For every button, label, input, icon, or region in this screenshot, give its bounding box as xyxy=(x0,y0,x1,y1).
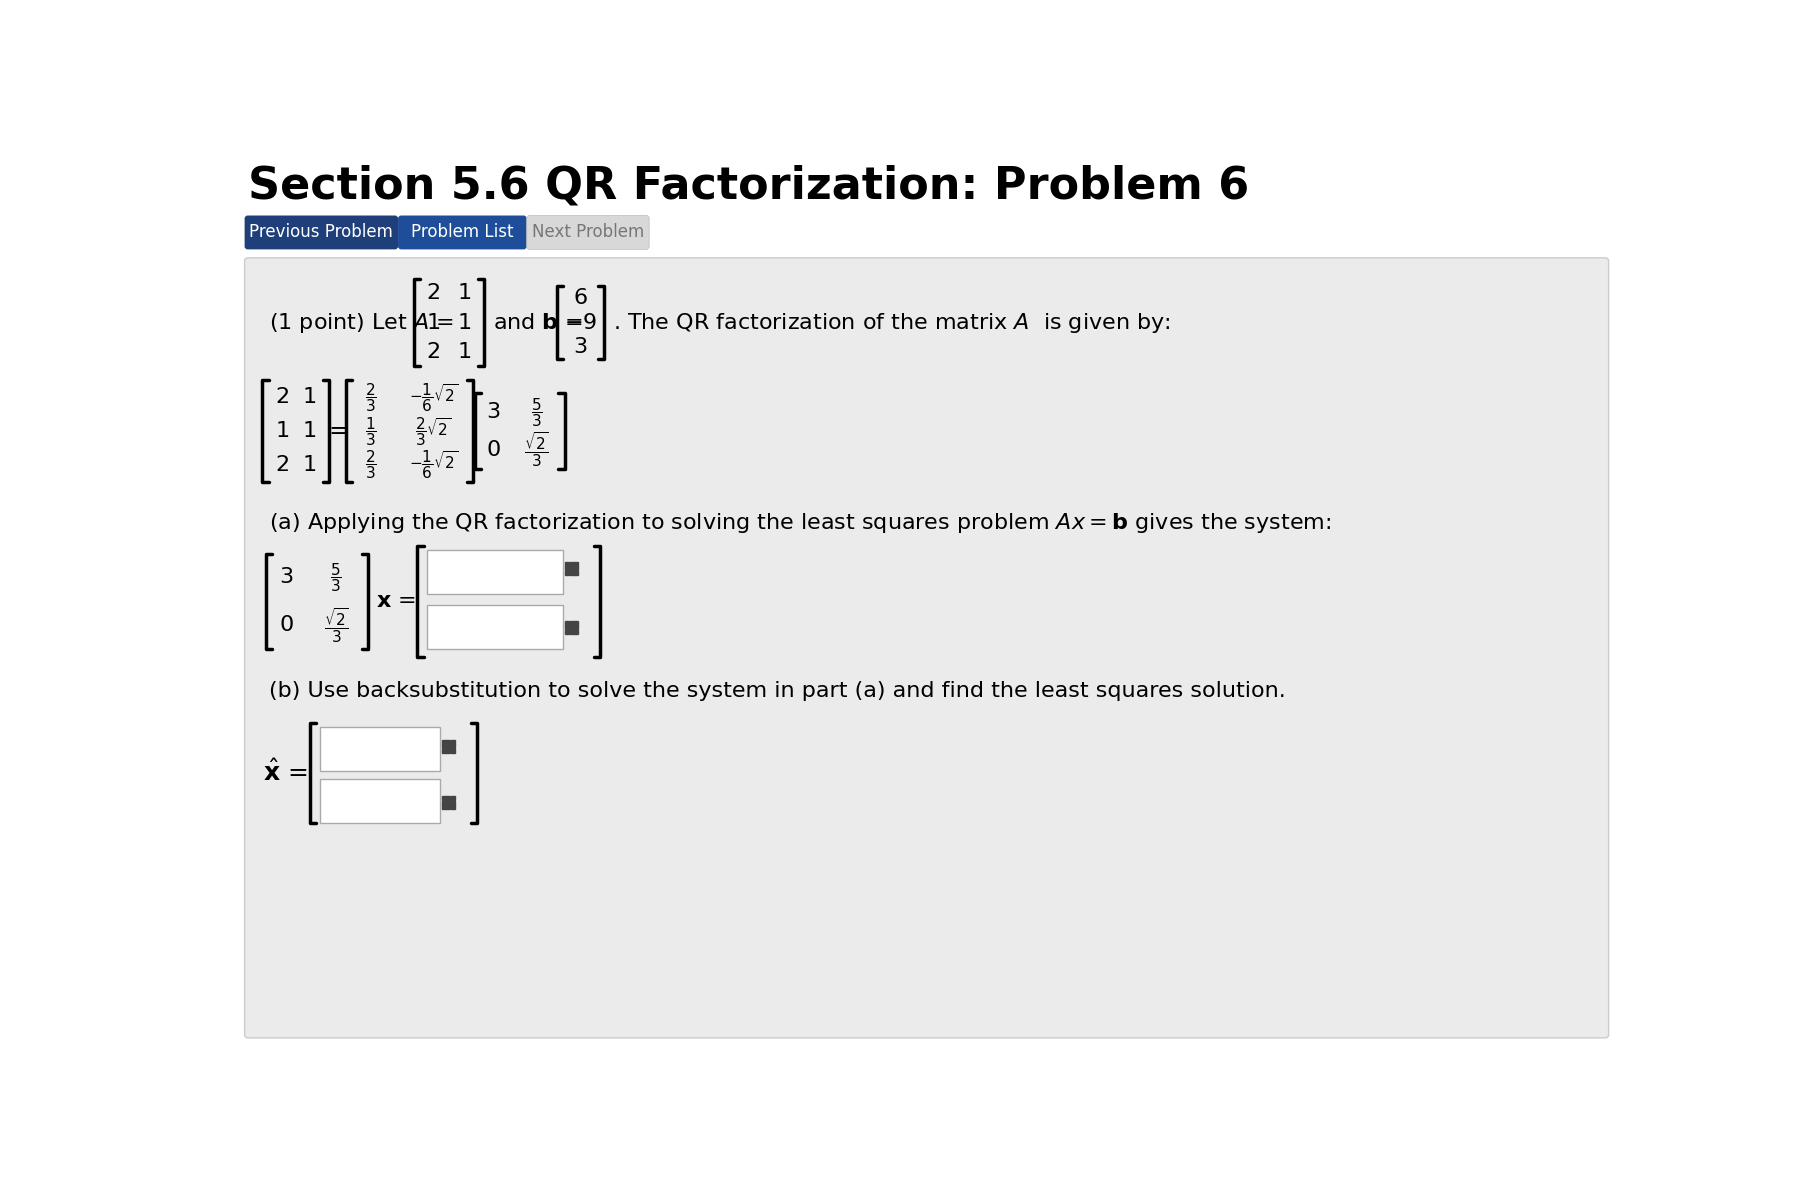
Text: 0: 0 xyxy=(278,615,293,635)
Bar xyxy=(320,779,439,824)
FancyBboxPatch shape xyxy=(244,258,1608,1038)
Text: (a) Applying the QR factorization to solving the least squares problem $Ax = \ma: (a) Applying the QR factorization to sol… xyxy=(269,511,1330,536)
Text: $\dfrac{\sqrt{2}}{3}$: $\dfrac{\sqrt{2}}{3}$ xyxy=(524,431,549,470)
Text: . The QR factorization of the matrix $A$  is given by:: . The QR factorization of the matrix $A$… xyxy=(613,310,1171,335)
Text: $\dfrac{2}{3}$: $\dfrac{2}{3}$ xyxy=(365,381,376,414)
Text: Section 5.6 QR Factorization: Problem 6: Section 5.6 QR Factorization: Problem 6 xyxy=(248,165,1249,208)
Text: 3: 3 xyxy=(280,568,293,588)
Text: 1: 1 xyxy=(426,313,441,333)
Text: 1: 1 xyxy=(302,387,316,407)
Text: 3: 3 xyxy=(486,402,501,422)
Text: $\dfrac{\sqrt{2}}{3}$: $\dfrac{\sqrt{2}}{3}$ xyxy=(323,605,349,644)
Text: $\dfrac{5}{3}$: $\dfrac{5}{3}$ xyxy=(331,560,342,594)
Text: 1: 1 xyxy=(457,313,472,333)
Text: Problem List: Problem List xyxy=(410,223,513,242)
Text: 1: 1 xyxy=(302,421,316,441)
Text: 0: 0 xyxy=(486,440,501,460)
Text: 2: 2 xyxy=(275,455,289,476)
Text: $-\dfrac{1}{6}\sqrt{2}$: $-\dfrac{1}{6}\sqrt{2}$ xyxy=(408,448,459,481)
Bar xyxy=(426,550,562,594)
Text: $\dfrac{5}{3}$: $\dfrac{5}{3}$ xyxy=(531,395,542,428)
Text: 2: 2 xyxy=(275,387,289,407)
Text: Next Problem: Next Problem xyxy=(531,223,643,242)
Text: 1: 1 xyxy=(457,283,472,303)
Text: $\dfrac{2}{3}$: $\dfrac{2}{3}$ xyxy=(365,448,376,481)
Text: 6: 6 xyxy=(573,288,587,308)
Text: 3: 3 xyxy=(573,336,587,356)
FancyBboxPatch shape xyxy=(244,216,398,249)
Text: $\mathbf{x}$ =: $\mathbf{x}$ = xyxy=(376,591,416,611)
Text: $-\dfrac{1}{6}\sqrt{2}$: $-\dfrac{1}{6}\sqrt{2}$ xyxy=(408,381,459,414)
Text: and $\mathbf{b}$ =: and $\mathbf{b}$ = xyxy=(493,313,584,333)
Text: $-9$: $-9$ xyxy=(564,313,596,333)
Text: 2: 2 xyxy=(426,283,441,303)
Bar xyxy=(426,605,562,649)
FancyBboxPatch shape xyxy=(526,216,649,249)
Text: (1 point) Let $A$ =: (1 point) Let $A$ = xyxy=(269,310,454,335)
Text: $\dfrac{1}{3}$: $\dfrac{1}{3}$ xyxy=(365,414,376,447)
Text: 1: 1 xyxy=(302,455,316,476)
Text: Previous Problem: Previous Problem xyxy=(249,223,394,242)
Text: 2: 2 xyxy=(426,342,441,362)
Bar xyxy=(320,727,439,771)
Text: $\hat{\mathbf{x}}$ =: $\hat{\mathbf{x}}$ = xyxy=(264,760,307,786)
Text: 1: 1 xyxy=(457,342,472,362)
FancyBboxPatch shape xyxy=(398,216,526,249)
Text: 1: 1 xyxy=(275,421,289,441)
Text: (b) Use backsubstitution to solve the system in part (a) and find the least squa: (b) Use backsubstitution to solve the sy… xyxy=(269,681,1285,701)
Text: =: = xyxy=(327,419,349,444)
Text: $\dfrac{2}{3}\sqrt{2}$: $\dfrac{2}{3}\sqrt{2}$ xyxy=(416,414,452,447)
